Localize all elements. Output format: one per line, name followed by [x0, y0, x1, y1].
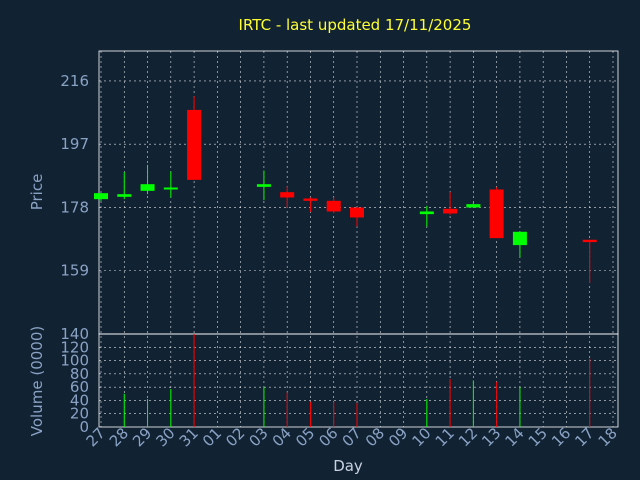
price-tick-label: 197: [60, 135, 89, 153]
candle-body: [582, 239, 597, 243]
candle-body: [443, 208, 458, 214]
candle-body: [512, 231, 527, 246]
price-tick-label: 178: [60, 198, 89, 216]
price-tick-label: 159: [60, 262, 89, 280]
price-axis-ticks: 216 197 178 159 140: [60, 72, 89, 343]
candle-body: [187, 109, 202, 180]
volume-tick-label: 80: [70, 365, 89, 383]
volume-panel: [98, 333, 619, 428]
volume-tick-label: 40: [70, 391, 89, 409]
x-axis-ticks: 2728293031010203040506070809101112131415…: [83, 424, 621, 450]
grid-lines: [99, 51, 618, 427]
candle-body: [303, 198, 318, 201]
candle-body: [280, 192, 295, 198]
x-tick-label: 18: [595, 424, 621, 450]
volume-axis-label: Volume (0000): [28, 326, 46, 436]
candle-body: [419, 211, 434, 215]
price-axis-label: Price: [28, 174, 46, 211]
volume-tick-label: 0: [79, 418, 89, 436]
candle-body: [489, 189, 504, 239]
candle-body: [350, 207, 364, 218]
candle-body: [326, 200, 341, 212]
chart-title: IRTC - last updated 17/11/2025: [239, 16, 472, 34]
volume-tick-label: 120: [60, 338, 89, 356]
candle-body: [140, 184, 155, 191]
price-tick-label: 216: [60, 72, 89, 90]
volume-bars: [123, 334, 591, 427]
candle-body: [94, 193, 108, 200]
volume-tick-label: 100: [60, 352, 89, 370]
candle-body: [256, 184, 271, 187]
x-axis-label: Day: [333, 457, 363, 475]
volume-tick-label: 60: [70, 378, 89, 396]
candle-body: [466, 204, 481, 208]
price-tick-label: 140: [60, 325, 89, 343]
volume-tick-label: 20: [70, 405, 89, 423]
candle-body: [163, 187, 178, 190]
candle-body: [117, 194, 132, 197]
price-panel: [98, 50, 619, 335]
candles: [94, 96, 597, 284]
